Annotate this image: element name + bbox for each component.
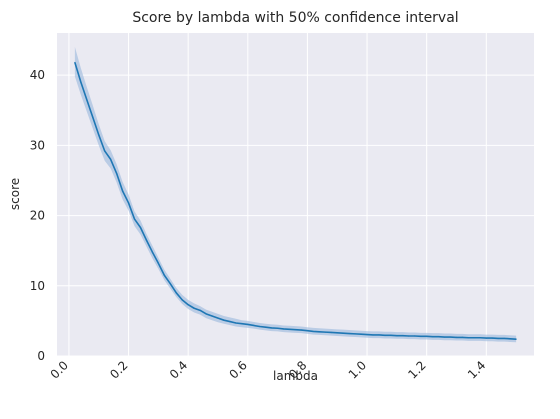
x-tick-label: 1.2 (405, 358, 428, 381)
data-point (229, 320, 231, 323)
x-axis-ticks: 0.0 0.2 0.4 0.6 0.8 1.0 1.2 1.4 (48, 358, 489, 381)
data-point (92, 116, 94, 118)
data-point (318, 331, 320, 333)
data-point (336, 332, 338, 334)
data-point (163, 274, 165, 276)
data-point (133, 218, 136, 220)
data-point (300, 329, 303, 331)
y-tick-label: 20 (30, 209, 45, 223)
data-point (408, 335, 410, 337)
data-point (503, 337, 505, 340)
data-point (205, 313, 207, 315)
data-point (151, 251, 153, 253)
data-point (288, 328, 291, 330)
y-tick-label: 30 (30, 138, 45, 152)
data-point (342, 332, 344, 334)
data-point (121, 190, 124, 192)
data-point (187, 304, 189, 306)
data-point (277, 327, 279, 329)
data-point (145, 239, 148, 241)
data-point (491, 337, 493, 339)
data-point (199, 309, 201, 311)
x-tick-label: 0.2 (107, 358, 130, 381)
data-point (515, 338, 517, 340)
x-axis-label: lambda (273, 369, 318, 383)
data-point (509, 338, 511, 340)
data-point (86, 99, 88, 101)
data-point (366, 333, 368, 336)
data-point (485, 337, 487, 339)
y-axis-label: score (8, 178, 22, 210)
data-point (473, 337, 475, 339)
x-tick-label: 1.4 (465, 358, 488, 381)
data-point (455, 336, 458, 338)
data-point (426, 335, 428, 337)
plot-background (57, 33, 534, 356)
data-point (253, 324, 255, 327)
x-tick-label: 0.4 (167, 358, 190, 381)
data-point (265, 326, 267, 328)
data-point (80, 81, 82, 83)
data-point (461, 336, 464, 338)
data-point (443, 336, 446, 338)
data-point (348, 332, 350, 335)
y-tick-label: 40 (30, 68, 45, 82)
data-point (139, 226, 142, 229)
data-point (127, 202, 130, 204)
data-point (98, 134, 100, 136)
chart-title: Score by lambda with 50% confidence inte… (132, 10, 458, 26)
y-axis-ticks: 0 10 20 30 40 (30, 68, 45, 363)
data-point (294, 329, 297, 331)
data-point (390, 334, 392, 336)
data-point (217, 317, 219, 319)
data-point (420, 335, 422, 337)
data-point (354, 333, 356, 335)
data-point (241, 323, 243, 325)
y-tick-label: 10 (30, 279, 45, 293)
data-point (438, 336, 440, 338)
x-tick-label: 1.0 (346, 358, 369, 381)
data-point (211, 315, 213, 317)
data-point (193, 307, 195, 309)
y-tick-label: 0 (37, 349, 45, 363)
data-point (282, 328, 285, 330)
data-point (110, 158, 112, 160)
data-point (467, 337, 470, 339)
data-point (372, 334, 374, 336)
data-point (175, 292, 177, 294)
data-point (259, 325, 261, 328)
data-point (396, 335, 398, 337)
data-point (235, 322, 237, 324)
x-tick-label: 0.0 (48, 358, 71, 381)
data-point (414, 335, 416, 337)
data-point (497, 337, 499, 340)
data-point (74, 61, 76, 64)
data-point (360, 333, 362, 335)
data-point (378, 334, 380, 336)
data-point (247, 323, 249, 326)
data-point (104, 150, 106, 152)
x-tick-label: 0.6 (227, 358, 250, 381)
data-point (223, 319, 225, 321)
data-point (271, 327, 273, 329)
data-point (479, 337, 481, 339)
data-point (432, 336, 434, 338)
data-point (312, 330, 314, 333)
data-point (384, 334, 386, 336)
data-point (324, 331, 326, 333)
data-point (116, 172, 118, 175)
data-point (330, 331, 332, 334)
data-point (402, 335, 404, 337)
data-points (74, 61, 517, 340)
data-point (169, 283, 171, 285)
data-point (449, 336, 452, 338)
data-point (181, 299, 183, 301)
data-point (306, 330, 309, 332)
data-point (157, 262, 159, 264)
